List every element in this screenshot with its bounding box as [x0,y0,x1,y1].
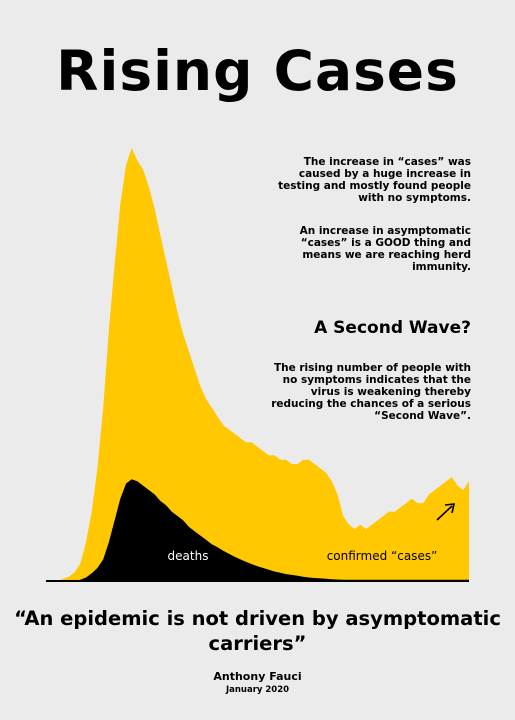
note-second-wave: The rising number of people with no symp… [271,362,471,422]
trend-arrow-icon [436,505,453,521]
cases-label: confirmed “cases” [327,549,438,563]
trend-arrowhead-icon [444,503,456,514]
quote-date: January 2020 [225,685,290,695]
deaths-label: deaths [168,549,209,563]
fauci-quote: “An epidemic is not driven by asymptomat… [14,607,501,655]
second-wave-heading: A Second Wave? [314,318,471,338]
poster-title: Rising Cases [56,39,459,103]
deaths-area [46,479,469,581]
cases-area [46,148,469,581]
note-asymptomatic: An increase in asymptomatic “cases” is a… [299,225,471,273]
note-cases-cause: The increase in “cases” was caused by a … [278,156,471,204]
quote-author: Anthony Fauci [213,670,302,683]
